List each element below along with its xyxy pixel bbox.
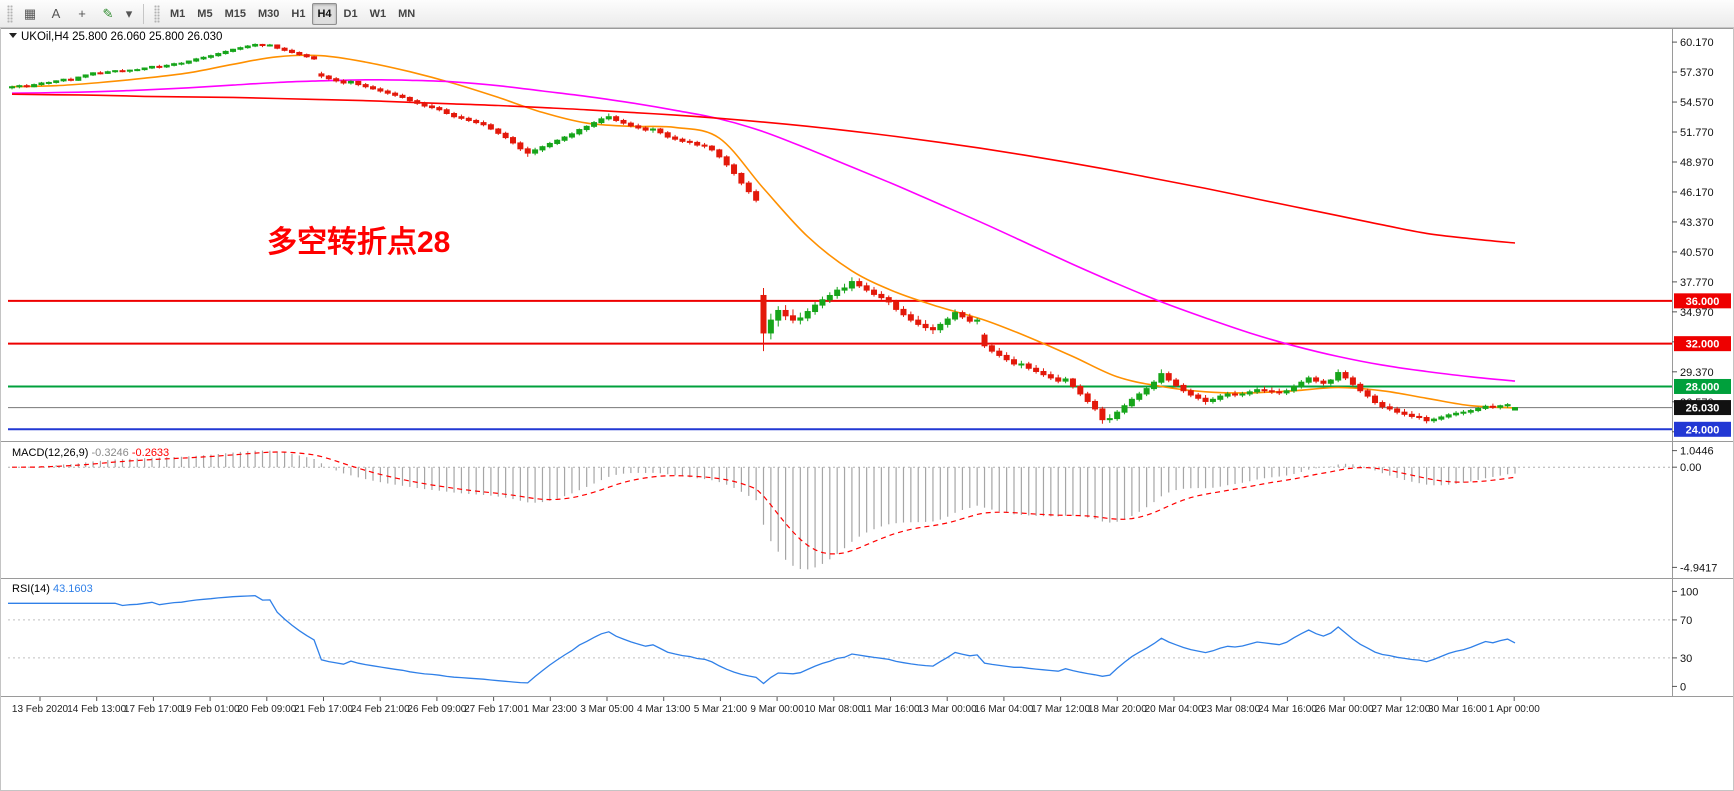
svg-text:20 Mar 04:00: 20 Mar 04:00 (1145, 704, 1204, 715)
timeframe-W1[interactable]: W1 (365, 3, 392, 25)
macd-title: MACD(12,26,9) -0.3246 -0.2633 (12, 447, 169, 459)
svg-text:60.170: 60.170 (1680, 37, 1714, 49)
svg-text:36.000: 36.000 (1686, 296, 1720, 308)
svg-text:1.0446: 1.0446 (1680, 446, 1714, 458)
timeframe-MN[interactable]: MN (393, 3, 420, 25)
svg-text:100: 100 (1680, 586, 1698, 598)
svg-text:17 Feb 17:00: 17 Feb 17:00 (124, 704, 183, 715)
ma-fast-line (11, 54, 1516, 409)
svg-text:24.000: 24.000 (1686, 424, 1720, 436)
crosshair-icon[interactable]: + (70, 3, 94, 25)
chart-grid-icon[interactable]: ▦ (18, 3, 42, 25)
rsi-pane: RSI(14) 43.1603 100 70 30 0 (8, 583, 1698, 693)
toolbar: ▦ A + ✎ ▾ M1 M5 M15 M30 H1 H4 D1 W1 MN (0, 0, 1734, 28)
rsi-line (8, 595, 1516, 685)
timeframe-M1[interactable]: M1 (165, 3, 190, 25)
svg-text:40.570: 40.570 (1680, 247, 1714, 259)
svg-text:57.370: 57.370 (1680, 67, 1714, 79)
svg-text:13 Feb 2020: 13 Feb 2020 (12, 704, 69, 715)
current-price-badge[interactable]: 26.030 (1674, 400, 1731, 416)
svg-text:16 Mar 04:00: 16 Mar 04:00 (974, 704, 1033, 715)
toolbar-separator (143, 3, 144, 24)
svg-text:11 Mar 16:00: 11 Mar 16:00 (861, 704, 920, 715)
timeframe-M5[interactable]: M5 (192, 3, 217, 25)
svg-text:27 Feb 17:00: 27 Feb 17:00 (464, 704, 523, 715)
svg-text:34.970: 34.970 (1680, 307, 1714, 319)
dropdown-icon[interactable]: ▾ (122, 3, 136, 25)
price-badge-24.000[interactable]: 24.000 (1674, 421, 1731, 437)
svg-text:0: 0 (1680, 681, 1686, 693)
svg-text:46.170: 46.170 (1680, 187, 1714, 199)
svg-text:0.00: 0.00 (1680, 462, 1701, 474)
timeframe-H1[interactable]: H1 (286, 3, 310, 25)
price-badge-32.000[interactable]: 32.000 (1674, 336, 1731, 352)
svg-text:13 Mar 00:00: 13 Mar 00:00 (918, 704, 977, 715)
timeframe-H4[interactable]: H4 (312, 2, 337, 25)
timeframe-M15[interactable]: M15 (220, 3, 251, 25)
svg-text:5 Mar 21:00: 5 Mar 21:00 (694, 704, 748, 715)
svg-text:24 Feb 21:00: 24 Feb 21:00 (351, 704, 410, 715)
svg-text:4 Mar 13:00: 4 Mar 13:00 (637, 704, 691, 715)
svg-text:17 Mar 12:00: 17 Mar 12:00 (1031, 704, 1090, 715)
ma-medium-line (11, 78, 1516, 382)
svg-text:37.770: 37.770 (1680, 277, 1714, 289)
svg-text:51.770: 51.770 (1680, 127, 1714, 139)
quote-line: UKOil,H4 25.800 26.060 25.800 26.030 (21, 31, 222, 43)
svg-text:43.370: 43.370 (1680, 217, 1714, 229)
moving-averages (11, 54, 1516, 409)
timeframe-D1[interactable]: D1 (339, 3, 363, 25)
svg-text:26 Mar 00:00: 26 Mar 00:00 (1315, 704, 1374, 715)
svg-text:54.570: 54.570 (1680, 97, 1714, 109)
toolbar-grip-2[interactable] (154, 4, 160, 23)
svg-text:18 Mar 20:00: 18 Mar 20:00 (1088, 704, 1147, 715)
svg-text:10 Mar 08:00: 10 Mar 08:00 (804, 704, 863, 715)
svg-text:9 Mar 00:00: 9 Mar 00:00 (750, 704, 804, 715)
svg-text:30 Mar 16:00: 30 Mar 16:00 (1428, 704, 1487, 715)
svg-text:32.000: 32.000 (1686, 339, 1720, 351)
symbol-marker-icon (9, 33, 17, 38)
svg-text:1 Apr 00:00: 1 Apr 00:00 (1489, 704, 1541, 715)
price-badge-36.000[interactable]: 36.000 (1674, 293, 1731, 309)
candlesticks (9, 43, 1518, 424)
svg-text:19 Feb 01:00: 19 Feb 01:00 (181, 704, 240, 715)
horizontal-lines (8, 299, 1672, 431)
price-badge-28.000[interactable]: 28.000 (1674, 378, 1731, 394)
svg-text:20 Feb 09:00: 20 Feb 09:00 (237, 704, 296, 715)
svg-text:24 Mar 16:00: 24 Mar 16:00 (1258, 704, 1317, 715)
timeframe-M30[interactable]: M30 (253, 3, 284, 25)
symbol-quote: UKOil,H4 25.800 26.060 25.800 26.030 (9, 31, 222, 43)
annotation-text[interactable]: 多空转折点28 (267, 226, 450, 259)
svg-text:3 Mar 05:00: 3 Mar 05:00 (580, 704, 634, 715)
svg-text:28.000: 28.000 (1686, 381, 1720, 393)
text-label-icon[interactable]: A (44, 3, 68, 25)
price-axis[interactable]: 60.170 57.370 54.570 51.770 48.970 46.170 43.3… (1672, 37, 1714, 439)
toolbar-grip[interactable] (7, 4, 13, 23)
svg-text:29.370: 29.370 (1680, 367, 1714, 379)
svg-text:21 Feb 17:00: 21 Feb 17:00 (294, 704, 353, 715)
macd-histogram (18, 450, 1516, 570)
svg-text:23 Mar 08:00: 23 Mar 08:00 (1201, 704, 1260, 715)
svg-text:70: 70 (1680, 615, 1692, 627)
svg-text:27 Mar 12:00: 27 Mar 12:00 (1371, 704, 1430, 715)
draw-tools-icon[interactable]: ✎ (96, 3, 120, 25)
ma-slow-line (11, 93, 1516, 244)
rsi-title: RSI(14) 43.1603 (12, 583, 93, 595)
svg-text:26 Feb 09:00: 26 Feb 09:00 (407, 704, 466, 715)
svg-text:30: 30 (1680, 653, 1692, 665)
svg-text:14 Feb 13:00: 14 Feb 13:00 (67, 704, 126, 715)
svg-text:-4.9417: -4.9417 (1680, 562, 1717, 574)
macd-pane: MACD(12,26,9) -0.3246 -0.2633 1.0446 0.00 -… (8, 446, 1717, 574)
svg-text:48.970: 48.970 (1680, 157, 1714, 169)
svg-text:1 Mar 23:00: 1 Mar 23:00 (524, 704, 578, 715)
svg-text:26.030: 26.030 (1686, 403, 1720, 415)
